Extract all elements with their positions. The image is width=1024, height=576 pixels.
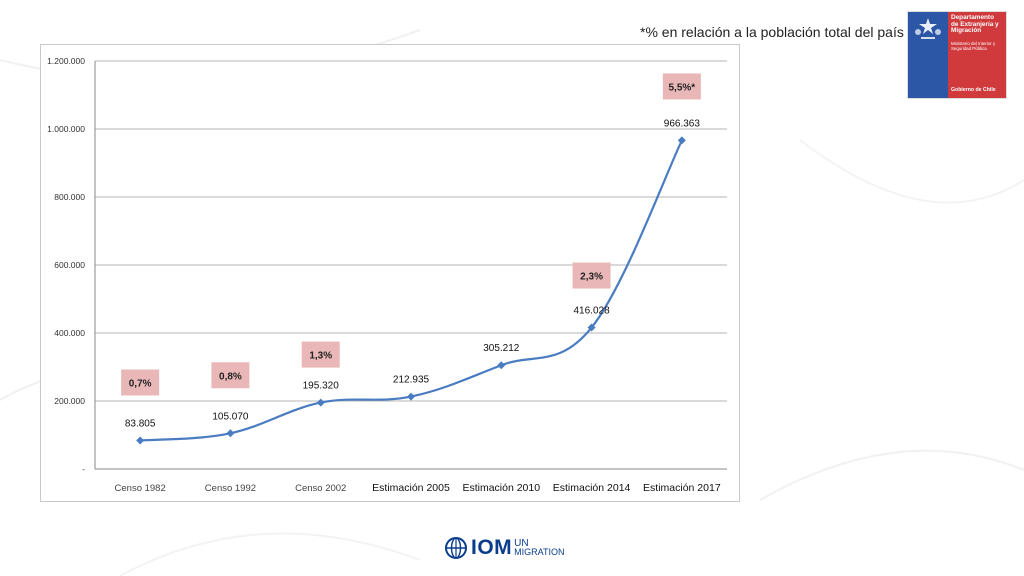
iom-brand: IOM [471,536,513,559]
percent-box [301,341,340,368]
iom-subtitle: UN MIGRATION [514,539,564,557]
data-point [226,429,235,438]
percent-label: 0,8% [219,371,242,382]
data-point [587,323,596,332]
logo-text-block: Departamento de Extranjería y Migración … [948,12,1006,98]
data-point [407,392,415,401]
y-tick-label: 400.000 [54,328,85,338]
y-tick-label: 600.000 [54,260,85,270]
data-point [316,398,325,407]
percent-label: 2,3% [580,272,603,283]
chart-frame: - 200.000 400.000 600.000 800.000 1.000.000 1.… [40,44,740,502]
logo-ministry: Ministerio del Interior y Seguridad Públ… [951,40,996,51]
coat-of-arms-icon [908,12,948,98]
x-tick-label: Censo 1992 [205,483,256,494]
data-point [497,361,506,370]
data-label: 212.935 [393,375,430,386]
y-tick-label: 800.000 [54,192,85,202]
iom-logo: IOM UN MIGRATION [444,536,565,560]
data-label: 105.070 [212,411,249,422]
logo-government: Gobierno de Chile [951,86,996,93]
y-tick-label: 1.000.000 [47,124,85,134]
x-tick-label: Censo 1982 [115,483,166,494]
y-tick-label: 1.200.000 [47,56,85,66]
gobierno-de-chile-logo: Departamento de Extranjería y Migración … [908,12,1006,98]
data-point [677,136,686,145]
percent-label: 5,5%* [669,82,696,93]
y-tick-label: 200.000 [54,396,85,406]
percent-label: 1,3% [309,351,332,362]
data-label: 83.805 [125,419,156,430]
un-globe-icon [445,537,467,559]
x-tick-label: Estimación 2014 [553,482,631,494]
data-label: 195.320 [303,381,340,392]
x-tick-label: Estimación 2010 [462,482,540,494]
data-point [136,436,145,445]
percent-box [662,73,701,100]
data-label: 416.028 [573,306,610,317]
percent-box [121,369,160,396]
footnote: *% en relación a la población total del … [640,24,904,40]
data-label: 305.212 [483,343,520,354]
iom-migration: MIGRATION [514,547,565,557]
y-tick-label: - [82,464,85,474]
data-label: 966.363 [664,118,701,129]
x-tick-label: Estimación 2017 [643,482,721,494]
percent-label: 0,7% [129,379,152,390]
iom-un: UN [514,538,529,549]
line-chart: - 200.000 400.000 600.000 800.000 1.000.000 1.… [47,56,727,494]
x-tick-label: Censo 2002 [295,483,346,494]
percent-box [572,262,611,289]
x-tick-label: Estimación 2005 [372,482,450,494]
logo-department: Departamento de Extranjería y Migración [951,14,999,34]
percent-box [211,362,250,389]
